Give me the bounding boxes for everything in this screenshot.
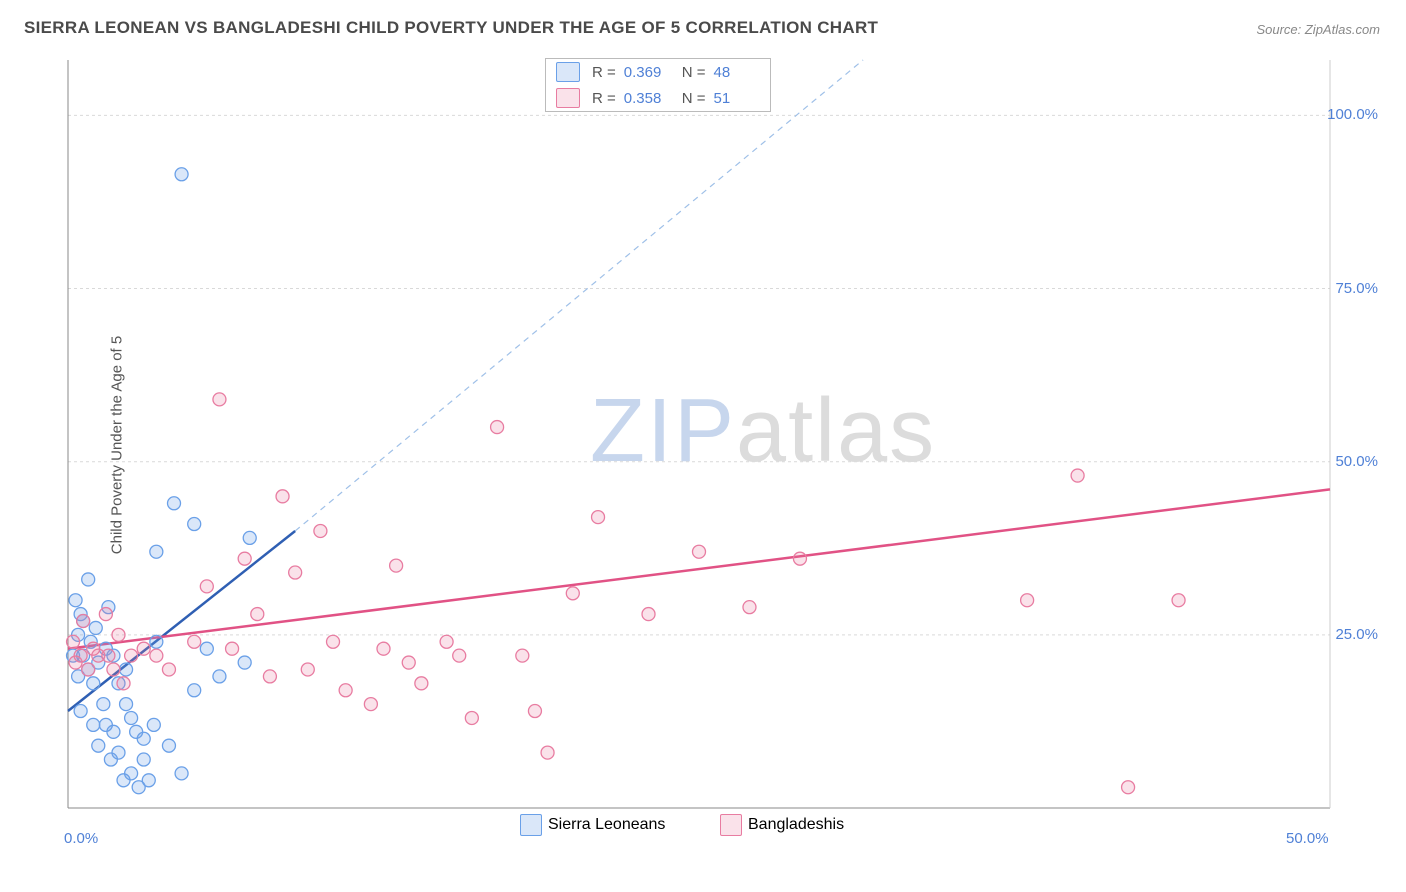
stats-row-1: R = 0.358 N = 51 (546, 85, 770, 111)
chart-title: SIERRA LEONEAN VS BANGLADESHI CHILD POVE… (24, 18, 878, 38)
stat-n-value: 51 (714, 90, 760, 107)
y-tick-label: 100.0% (1327, 106, 1378, 123)
legend-item-1: Bangladeshis (720, 814, 844, 836)
x-tick-label: 50.0% (1286, 830, 1329, 847)
legend-swatch-icon (556, 62, 580, 82)
stat-label: N = (682, 64, 706, 81)
y-tick-label: 25.0% (1335, 626, 1378, 643)
stats-row-0: R = 0.369 N = 48 (546, 59, 770, 85)
stat-label: R = (592, 90, 616, 107)
legend-swatch-icon (520, 814, 542, 836)
stat-n-value: 48 (714, 64, 760, 81)
x-tick-label: 0.0% (64, 830, 98, 847)
legend-label: Sierra Leoneans (548, 816, 665, 834)
stats-legend: R = 0.369 N = 48 R = 0.358 N = 51 (545, 58, 771, 112)
source-label: Source: ZipAtlas.com (1256, 22, 1380, 37)
legend-item-0: Sierra Leoneans (520, 814, 665, 836)
legend-swatch-icon (720, 814, 742, 836)
stat-label: R = (592, 64, 616, 81)
legend-label: Bangladeshis (748, 816, 844, 834)
legend-swatch-icon (556, 88, 580, 108)
scatter-plot (60, 56, 1370, 836)
stat-r-value: 0.358 (624, 90, 670, 107)
y-tick-label: 50.0% (1335, 453, 1378, 470)
y-tick-label: 75.0% (1335, 280, 1378, 297)
stat-label: N = (682, 90, 706, 107)
stat-r-value: 0.369 (624, 64, 670, 81)
